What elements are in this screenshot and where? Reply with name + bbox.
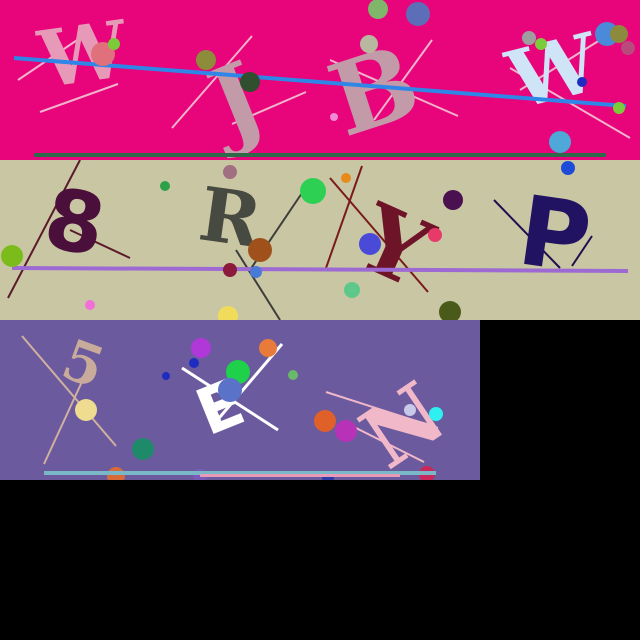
noise-dot bbox=[610, 25, 628, 43]
noise-dot bbox=[189, 358, 199, 368]
noise-dot bbox=[621, 41, 635, 55]
noise-line bbox=[171, 35, 253, 129]
captcha-band-2: 8 R Y P bbox=[0, 160, 640, 320]
noise-dot bbox=[108, 38, 120, 50]
noise-line bbox=[373, 39, 433, 121]
noise-dot bbox=[191, 338, 211, 358]
noise-dot bbox=[344, 282, 360, 298]
noise-dot bbox=[218, 306, 238, 320]
noise-dot bbox=[359, 233, 381, 255]
noise-line bbox=[21, 335, 117, 447]
captcha-glyph: W bbox=[32, 4, 134, 107]
band-3-bottom-strip bbox=[44, 471, 436, 475]
noise-dot bbox=[443, 190, 463, 210]
noise-line bbox=[69, 229, 131, 259]
noise-line bbox=[17, 29, 93, 81]
strike-line bbox=[13, 56, 627, 108]
noise-line bbox=[212, 343, 284, 425]
noise-dot bbox=[75, 399, 97, 421]
noise-dot bbox=[240, 72, 260, 92]
noise-dot bbox=[314, 410, 336, 432]
band-3-canvas: 5 E N bbox=[0, 320, 480, 480]
noise-dot bbox=[250, 266, 262, 278]
noise-dot bbox=[522, 31, 536, 45]
noise-dot bbox=[561, 161, 575, 175]
noise-dot bbox=[218, 378, 242, 402]
noise-dot bbox=[223, 263, 237, 277]
band-3-bottom-strip bbox=[200, 474, 400, 477]
noise-dot bbox=[535, 38, 547, 50]
captcha-band-1: W J B W bbox=[0, 0, 640, 160]
noise-dot bbox=[368, 0, 388, 19]
noise-line bbox=[7, 160, 81, 299]
noise-dot bbox=[248, 238, 272, 262]
noise-line bbox=[235, 249, 281, 320]
noise-line bbox=[325, 165, 363, 269]
noise-dot bbox=[160, 181, 170, 191]
noise-dot bbox=[132, 438, 154, 460]
noise-line bbox=[43, 359, 93, 465]
noise-dot bbox=[162, 372, 170, 380]
noise-dot bbox=[223, 165, 237, 179]
noise-dot bbox=[428, 228, 442, 242]
noise-dot bbox=[341, 173, 351, 183]
noise-dot bbox=[404, 404, 416, 416]
noise-dot bbox=[330, 113, 338, 121]
noise-line bbox=[39, 83, 119, 113]
noise-dot bbox=[196, 50, 216, 70]
strike-line bbox=[11, 266, 629, 273]
captcha-glyph: P bbox=[512, 175, 597, 296]
noise-line bbox=[493, 199, 561, 269]
noise-dot bbox=[288, 370, 298, 380]
noise-dot bbox=[613, 102, 625, 114]
noise-dot bbox=[91, 42, 115, 66]
captcha-band-3: 5 E N bbox=[0, 320, 480, 480]
noise-dot bbox=[549, 131, 571, 153]
noise-dot bbox=[360, 35, 378, 53]
noise-line bbox=[231, 91, 307, 125]
noise-line bbox=[351, 425, 425, 463]
band-3-background bbox=[0, 320, 480, 480]
noise-dot bbox=[335, 420, 357, 442]
noise-dot bbox=[226, 360, 250, 384]
noise-dot bbox=[439, 301, 461, 320]
band-2-canvas: 8 R Y P bbox=[0, 160, 640, 320]
noise-dot bbox=[1, 245, 23, 267]
noise-dot bbox=[577, 77, 587, 87]
noise-line bbox=[325, 391, 439, 429]
noise-dot bbox=[85, 300, 95, 310]
noise-line bbox=[519, 39, 601, 91]
noise-dot bbox=[300, 178, 326, 204]
noise-line bbox=[571, 235, 593, 267]
noise-dot bbox=[406, 2, 430, 26]
band-1-bottom-strip bbox=[34, 153, 606, 157]
noise-dot bbox=[429, 407, 443, 421]
noise-dot bbox=[259, 339, 277, 357]
band-1-canvas: W J B W bbox=[0, 0, 640, 160]
noise-line bbox=[329, 177, 429, 293]
